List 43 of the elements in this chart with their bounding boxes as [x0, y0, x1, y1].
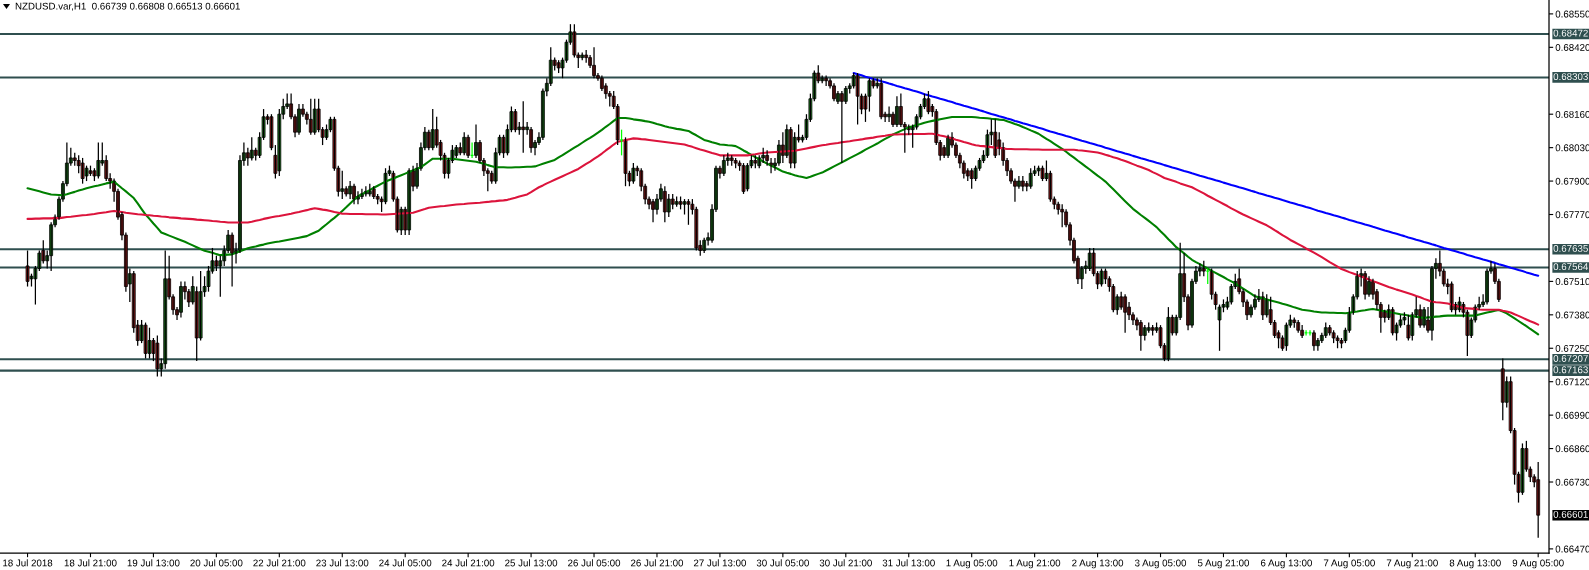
candlestick	[1099, 267, 1104, 288]
x-tick-label: 23 Jul 13:00	[316, 559, 369, 567]
x-tick-label: 19 Jul 13:00	[127, 559, 180, 567]
ref-line-label: 0.68303	[1553, 73, 1588, 81]
ref-line-label: 0.67163	[1553, 366, 1588, 374]
x-tick-label: 7 Aug 21:00	[1386, 559, 1438, 569]
x-tick-label: 20 Jul 05:00	[190, 559, 243, 567]
candlestick	[926, 90, 931, 115]
text: 0.66601	[1553, 510, 1588, 518]
candlestick	[1060, 203, 1065, 228]
x-tick-label: 18 Jul 2018	[3, 559, 53, 567]
candlestick	[1166, 306, 1171, 362]
x-tick-label: 7 Aug 05:00	[1323, 559, 1375, 569]
candlestick	[623, 136, 628, 187]
x-tick-label: 26 Jul 05:00	[568, 559, 621, 567]
ref-line-label: 0.67564	[1553, 263, 1589, 271]
x-tick-label: 24 Jul 05:00	[379, 559, 432, 567]
candlestick	[25, 249, 30, 288]
ref-line-label: 0.68472	[1553, 29, 1588, 37]
x-tick-label: 6 Aug 13:00	[1260, 559, 1312, 569]
x-tick-label: 3 Aug 05:00	[1134, 559, 1187, 569]
x-tick-label: 9 Aug 05:00	[1512, 559, 1564, 569]
x-tick-label: 1 Aug 21:00	[1009, 559, 1061, 569]
line-series	[852, 72, 1540, 277]
candlestick	[143, 321, 148, 360]
x-tick-label: 2 Aug 13:00	[1072, 559, 1124, 569]
x-tick-label: 18 Jul 21:00	[64, 559, 117, 567]
x-tick-label: 30 Jul 21:00	[819, 559, 872, 567]
x-tick-label: 25 Jul 13:00	[505, 559, 558, 567]
x-tick-label: 1 Aug 05:00	[946, 559, 998, 569]
x-tick-label: 26 Jul 21:00	[630, 559, 684, 567]
x-tick-label: 31 Jul 13:00	[882, 559, 935, 567]
ref-line-label: 0.67207	[1553, 355, 1588, 362]
x-tick-label: 8 Aug 13:00	[1449, 559, 1501, 569]
ref-line-label: 0.67635	[1553, 244, 1588, 252]
chart-title: NZDUSD.var,H1 0.66739 0.66808 0.66513 0.66601	[15, 2, 240, 11]
x-tick-label: 5 Aug 21:00	[1197, 559, 1250, 569]
x-tick-label: 24 Jul 21:00	[442, 559, 495, 567]
candlestick	[619, 129, 624, 156]
x-tick-label: 30 Jul 05:00	[756, 559, 809, 567]
candlestick	[80, 157, 85, 185]
x-tick-label: 22 Jul 21:00	[253, 559, 306, 567]
x-tick-label: 27 Jul 13:00	[693, 559, 747, 567]
